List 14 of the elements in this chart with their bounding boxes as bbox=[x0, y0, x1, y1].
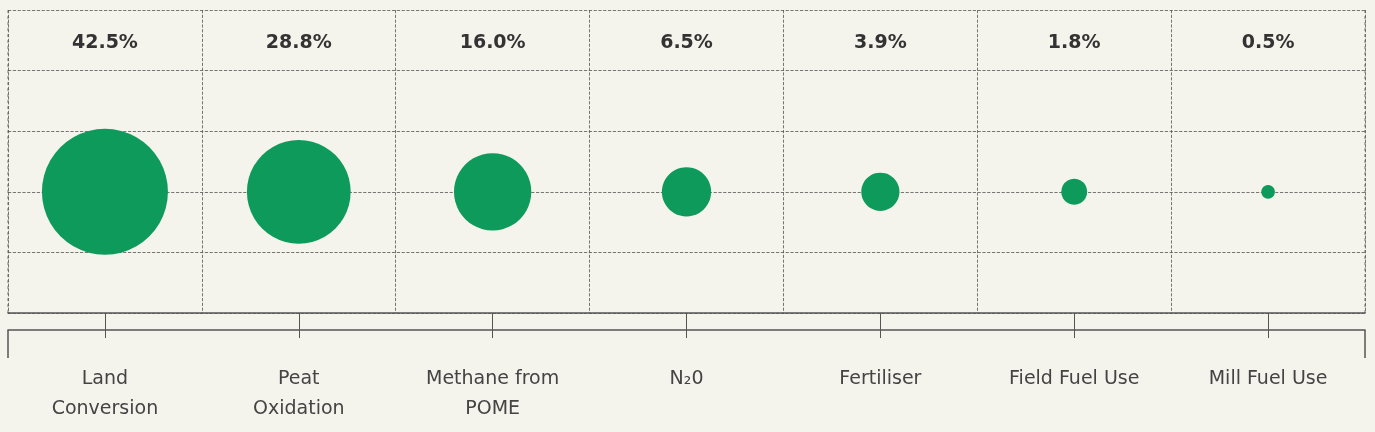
data-label: 1.8% bbox=[1047, 29, 1101, 52]
category-label: N₂0 bbox=[669, 366, 704, 388]
category-label: Methane from POME bbox=[426, 366, 560, 418]
data-label: 6.5% bbox=[660, 29, 713, 52]
category-label: Field Fuel Use bbox=[1009, 366, 1140, 388]
category-label: Fertiliser bbox=[839, 366, 922, 388]
category-label: Mill Fuel Use bbox=[1208, 366, 1328, 388]
data-label: 28.8% bbox=[265, 29, 332, 52]
data-label: 16.0% bbox=[459, 29, 526, 52]
category-label: Peat Oxidation bbox=[253, 366, 345, 418]
data-label: 42.5% bbox=[71, 29, 138, 52]
data-label: 0.5% bbox=[1241, 29, 1295, 52]
data-label: 3.9% bbox=[854, 29, 907, 52]
category-label: Land Conversion bbox=[51, 366, 159, 418]
